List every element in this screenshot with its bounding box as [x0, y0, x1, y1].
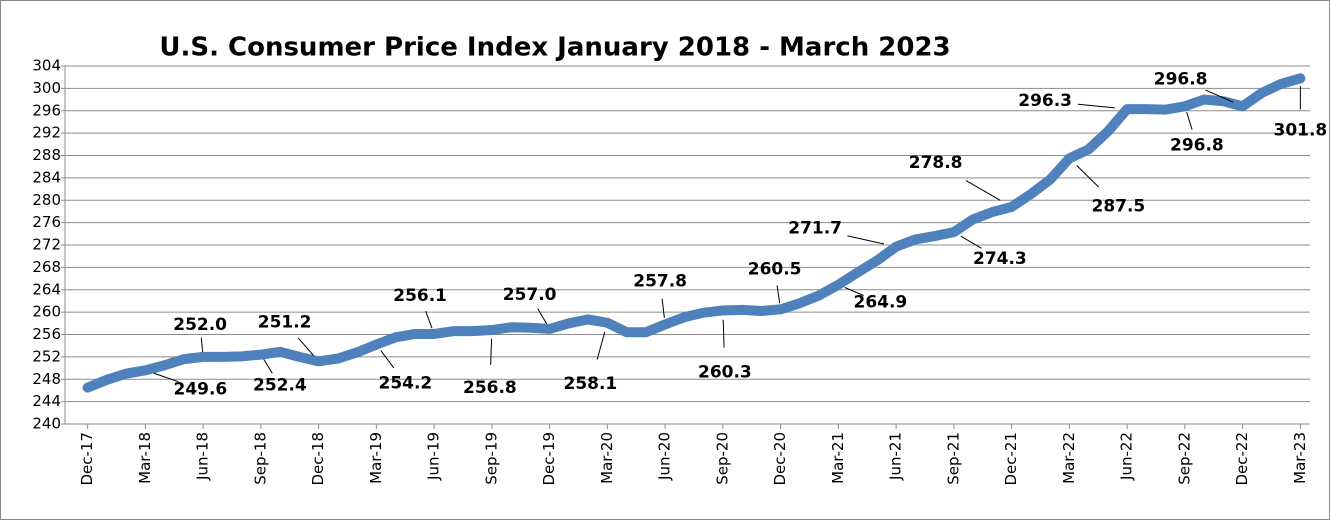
value-label: 260.3 [698, 362, 752, 382]
y-tick-label: 252 [32, 347, 61, 365]
leader-line [661, 298, 665, 319]
value-label: 249.6 [173, 379, 227, 399]
leader-line [425, 310, 433, 329]
x-tick-label: Dec-17 [78, 432, 96, 486]
leader-line [263, 359, 273, 374]
y-tick-label: 288 [32, 146, 61, 164]
x-tick-label: Dec-18 [309, 432, 327, 486]
x-tick-label: Jun-21 [887, 432, 905, 481]
x-tick-label: Mar-19 [367, 432, 385, 484]
y-tick-label: 276 [32, 213, 61, 231]
x-tick-label: Dec-22 [1233, 432, 1251, 486]
y-tick-label: 272 [32, 236, 61, 254]
value-label: 258.1 [563, 374, 617, 394]
value-label: 296.8 [1170, 135, 1224, 155]
leader-line [596, 331, 606, 360]
value-label: 251.2 [258, 312, 312, 332]
leader-line [1076, 165, 1100, 188]
y-tick-label: 240 [32, 415, 61, 433]
x-tick-label: Jun-22 [1118, 432, 1136, 481]
x-tick-label: Jun-20 [656, 432, 674, 481]
leader-line [844, 286, 864, 296]
value-label: 256.8 [463, 378, 517, 398]
x-tick-label: Mar-23 [1291, 432, 1309, 484]
y-tick-label: 264 [32, 280, 61, 298]
y-tick-label: 268 [32, 258, 61, 276]
x-tick-label: Sep-21 [944, 432, 962, 485]
x-tick-label: Sep-18 [251, 432, 269, 485]
leader-line [1205, 89, 1234, 103]
x-tick-label: Jun-19 [425, 432, 443, 481]
leader-line [153, 372, 179, 383]
value-label: 260.5 [748, 259, 802, 279]
y-tick-label: 256 [32, 325, 61, 343]
leader-line [537, 308, 548, 325]
value-label: 296.8 [1154, 69, 1208, 89]
x-tick-label: Sep-20 [713, 432, 731, 485]
y-tick-label: 292 [32, 124, 61, 142]
value-label: 254.2 [378, 374, 432, 394]
value-label: 287.5 [1091, 196, 1145, 216]
x-tick-label: Mar-18 [136, 432, 154, 484]
value-label: 252.4 [253, 376, 307, 396]
x-tick-label: Mar-20 [598, 432, 616, 484]
x-tick-label: Jun-18 [194, 432, 212, 481]
leader-line [490, 338, 493, 365]
y-tick-label: 300 [32, 79, 61, 97]
leader-line [960, 235, 982, 249]
x-tick-label: Mar-21 [829, 432, 847, 484]
value-label: 256.1 [393, 286, 447, 306]
x-tick-label: Dec-20 [771, 432, 789, 486]
y-tick-label: 260 [32, 303, 61, 321]
value-label: 257.0 [503, 285, 557, 305]
y-tick-label: 284 [32, 168, 61, 186]
y-tick-label: 248 [32, 370, 61, 388]
x-tick-label: Mar-22 [1060, 432, 1078, 484]
x-tick-label: Dec-21 [1002, 432, 1020, 486]
x-tick-label: Dec-19 [540, 432, 558, 486]
leader-line [847, 235, 885, 245]
leader-line [722, 319, 725, 348]
value-label: 264.9 [853, 293, 907, 313]
leader-line [200, 337, 204, 353]
value-label: 278.8 [909, 153, 963, 173]
leader-line [380, 350, 395, 369]
y-tick-label: 244 [32, 392, 61, 410]
chart-title: U.S. Consumer Price Index January 2018 -… [159, 33, 950, 63]
y-tick-label: 304 [32, 57, 61, 75]
value-label: 296.3 [1018, 91, 1072, 111]
x-tick-label: Sep-19 [482, 432, 500, 485]
y-tick-label: 296 [32, 101, 61, 119]
leader-line [776, 285, 781, 304]
value-label: 257.8 [633, 271, 687, 291]
leader-line [965, 180, 1001, 201]
y-tick-label: 280 [32, 191, 61, 209]
leader-line [1077, 103, 1115, 109]
value-label: 271.7 [788, 219, 842, 239]
value-label: 274.3 [973, 249, 1027, 269]
x-tick-label: Sep-22 [1175, 432, 1193, 485]
value-label: 252.0 [173, 315, 227, 335]
value-label: 301.8 [1273, 120, 1327, 140]
cpi-line [82, 73, 1306, 393]
leader-line [297, 337, 314, 356]
leader-line [1186, 111, 1193, 130]
